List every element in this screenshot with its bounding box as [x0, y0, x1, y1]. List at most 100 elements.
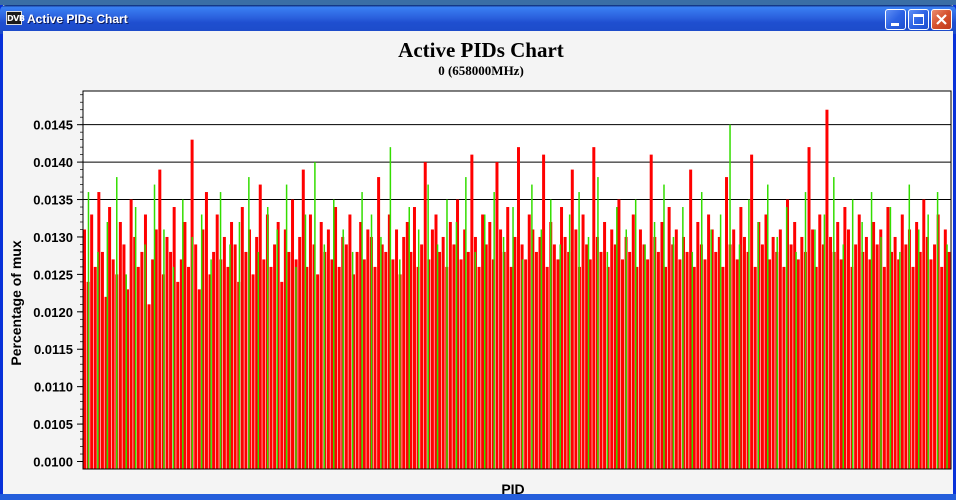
bar-red — [151, 259, 155, 469]
bar-green — [719, 214, 722, 469]
bar-red — [725, 177, 729, 469]
bar-red — [430, 229, 434, 469]
bar-green — [446, 199, 448, 469]
bar-red — [890, 251, 894, 469]
bar-red — [864, 236, 868, 469]
chart-area: Active PIDs Chart 0 (658000MHz) Percenta… — [3, 31, 953, 497]
bar-green — [700, 192, 703, 469]
bar-red — [678, 259, 682, 469]
bar-red — [172, 207, 176, 469]
bar-green — [616, 207, 618, 469]
bar-green — [210, 259, 212, 469]
bar-green — [116, 177, 118, 469]
bar-red — [491, 259, 495, 469]
bar-green — [738, 244, 741, 469]
bar-red — [183, 221, 187, 469]
bar-green — [710, 229, 712, 469]
bar-green — [559, 244, 561, 469]
bar-red — [642, 244, 646, 469]
bar-red — [739, 207, 743, 469]
bar-red — [93, 266, 97, 469]
bar-red — [821, 244, 825, 469]
bar-red — [133, 236, 137, 469]
bar-red — [154, 229, 158, 469]
bar-red — [875, 244, 879, 469]
bar-green — [653, 221, 656, 469]
bar-red — [893, 236, 897, 469]
bar-red — [750, 154, 754, 469]
bar-red — [732, 229, 736, 469]
bar-red — [664, 266, 668, 469]
window-titlebar[interactable]: DVB Active PIDs Chart — [0, 5, 956, 34]
bar-green — [682, 207, 684, 469]
bar-green — [276, 229, 278, 469]
bar-green — [917, 229, 920, 469]
bar-green — [314, 162, 316, 469]
bar-green — [97, 251, 99, 469]
y-tick-label: 0.0130 — [33, 230, 73, 245]
bar-red — [674, 229, 678, 469]
bar-red — [283, 229, 287, 469]
bar-green — [483, 214, 486, 469]
bar-red — [129, 199, 133, 469]
bar-red — [552, 244, 556, 469]
bar-red — [696, 221, 700, 469]
bar-red — [495, 162, 499, 469]
bar-red — [789, 244, 793, 469]
bar-red — [814, 266, 818, 469]
bar-red — [570, 169, 574, 469]
bar-green — [748, 199, 750, 469]
bar-green — [106, 221, 109, 469]
bar-green — [295, 266, 297, 469]
bar-red — [438, 251, 442, 469]
bar-red — [108, 207, 112, 469]
bar-red — [262, 259, 266, 469]
bar-red — [484, 244, 488, 469]
close-button[interactable] — [931, 9, 952, 30]
bar-red — [829, 236, 833, 469]
bar-red — [452, 244, 456, 469]
bar-red — [466, 251, 470, 469]
bar-green — [87, 192, 90, 469]
bar-green — [899, 251, 901, 469]
bar-green — [568, 214, 571, 469]
bar-red — [276, 221, 280, 469]
bar-red — [517, 147, 520, 469]
bar-green — [946, 244, 948, 469]
bar-green — [474, 251, 477, 469]
bar-red — [212, 251, 216, 469]
chart-title: Active PIDs Chart — [398, 38, 564, 62]
minimize-button[interactable] — [885, 9, 906, 30]
bar-green — [502, 236, 505, 469]
bar-red — [882, 266, 886, 469]
bar-red — [434, 214, 438, 469]
bar-red — [760, 244, 764, 469]
bar-red — [735, 259, 739, 469]
y-tick-label: 0.0100 — [33, 455, 73, 470]
bar-red — [764, 214, 768, 469]
bar-red — [904, 244, 908, 469]
bar-green — [248, 177, 250, 469]
bar-red — [660, 221, 664, 469]
bar-red — [255, 236, 259, 469]
bar-red — [240, 207, 244, 469]
bar-red — [387, 214, 391, 469]
y-tick-label: 0.0105 — [33, 417, 73, 432]
bar-red — [352, 274, 355, 469]
bar-red — [538, 236, 542, 469]
bar-red — [915, 221, 919, 469]
bar-green — [182, 199, 184, 469]
bar-red — [599, 251, 603, 469]
maximize-button[interactable] — [908, 9, 929, 30]
bar-green — [663, 184, 665, 469]
bar-red — [83, 229, 86, 469]
bar-red — [459, 259, 463, 469]
minimize-icon — [891, 23, 899, 26]
bar-green — [285, 184, 288, 469]
bar-green — [361, 192, 363, 469]
bar-green — [191, 236, 193, 469]
bar-red — [506, 207, 510, 469]
bar-red — [581, 214, 585, 469]
bar-green — [851, 199, 854, 469]
bar-red — [796, 259, 800, 469]
